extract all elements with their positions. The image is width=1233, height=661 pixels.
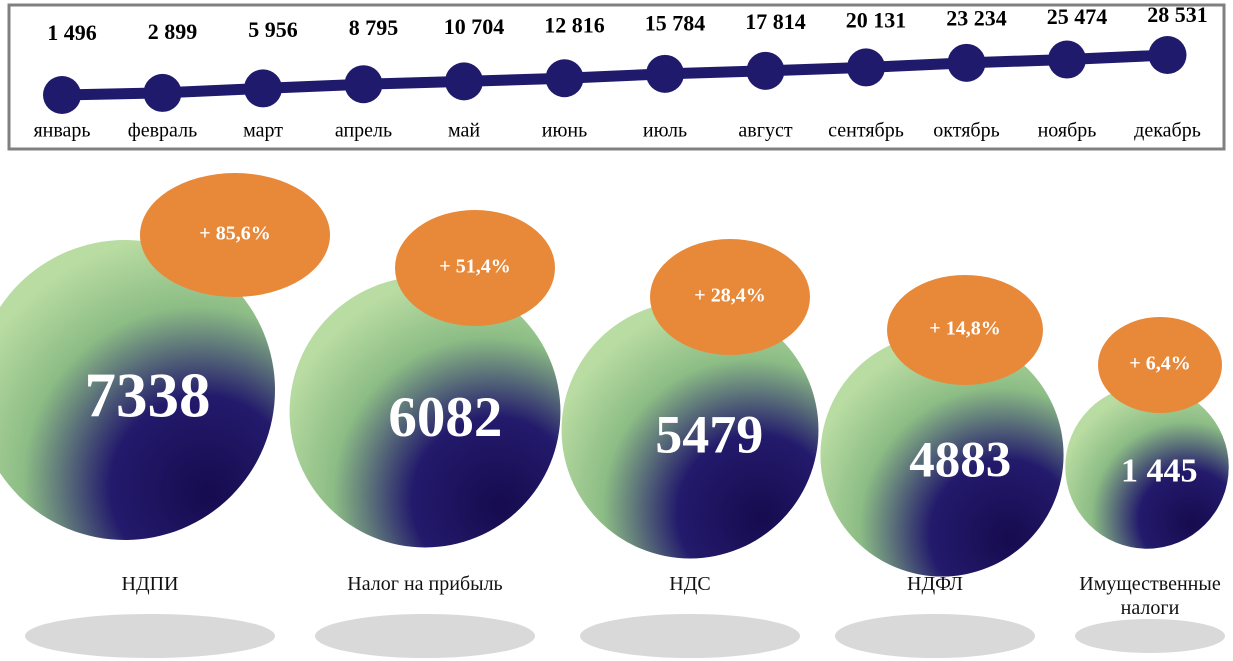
value-label: 1 496 — [47, 20, 97, 45]
month-label: май — [448, 120, 480, 142]
change-label: + 28,4% — [694, 285, 765, 307]
category-label: НДФЛ — [907, 573, 963, 595]
point — [244, 69, 282, 108]
change-badge — [395, 210, 555, 326]
point — [445, 62, 483, 101]
change-badge — [1098, 317, 1222, 413]
month-label: ноябрь — [1038, 120, 1097, 142]
point — [545, 59, 584, 98]
value-label: 8 795 — [349, 15, 399, 40]
bubble — [0, 240, 275, 540]
month-label: январь — [33, 120, 90, 142]
change-label: + 14,8% — [929, 318, 1000, 340]
change-badge — [887, 275, 1043, 385]
month-label: декабрь — [1134, 120, 1201, 142]
category-label: НДПИ — [121, 573, 179, 595]
month-label: апрель — [335, 120, 392, 142]
value-label: 12 816 — [544, 13, 605, 38]
month-label: июль — [643, 120, 687, 142]
bubble — [289, 276, 561, 548]
bubble-value: 7338 — [85, 360, 211, 430]
change-label: + 51,4% — [439, 256, 510, 278]
shadow — [835, 614, 1035, 658]
shadow — [315, 614, 535, 658]
month-label: сентябрь — [828, 120, 904, 142]
value-label: 23 234 — [946, 6, 1007, 31]
category-label: Налог на прибыль — [347, 573, 503, 595]
bubble-value: 6082 — [388, 386, 502, 449]
month-label: март — [243, 120, 283, 142]
bubble-value: 5479 — [655, 405, 763, 465]
month-label: август — [738, 120, 792, 142]
month-label: июнь — [542, 120, 587, 142]
shadow — [25, 614, 275, 658]
point — [1148, 36, 1187, 74]
point — [344, 65, 383, 104]
category-label: НДС — [669, 573, 711, 595]
change-badge — [650, 239, 810, 355]
change-label: + 6,4% — [1129, 353, 1190, 375]
point — [746, 51, 785, 90]
bubble — [1065, 385, 1229, 549]
month-label: октябрь — [933, 120, 999, 142]
point — [847, 48, 885, 87]
bubble-value: 1 445 — [1121, 452, 1198, 489]
category-label: Имущественные налоги — [1079, 573, 1221, 619]
point — [646, 54, 684, 93]
value-label: 28 531 — [1147, 2, 1208, 27]
point — [1048, 40, 1086, 79]
value-label: 20 131 — [846, 8, 907, 33]
value-label: 17 814 — [745, 9, 806, 34]
value-label: 15 784 — [645, 11, 706, 36]
change-badge — [140, 173, 330, 297]
shadow — [580, 614, 800, 658]
change-label: + 85,6% — [199, 223, 270, 245]
value-label: 5 956 — [248, 17, 298, 42]
value-label: 10 704 — [444, 14, 505, 39]
point — [143, 73, 182, 112]
point — [43, 76, 81, 114]
bubble-value: 4883 — [909, 432, 1011, 488]
shadow — [1075, 619, 1225, 653]
bubble — [561, 301, 819, 559]
value-label: 2 899 — [148, 19, 198, 44]
bubble — [820, 333, 1064, 577]
value-label: 25 474 — [1047, 4, 1108, 29]
month-label: февраль — [128, 120, 197, 142]
point — [947, 43, 986, 82]
